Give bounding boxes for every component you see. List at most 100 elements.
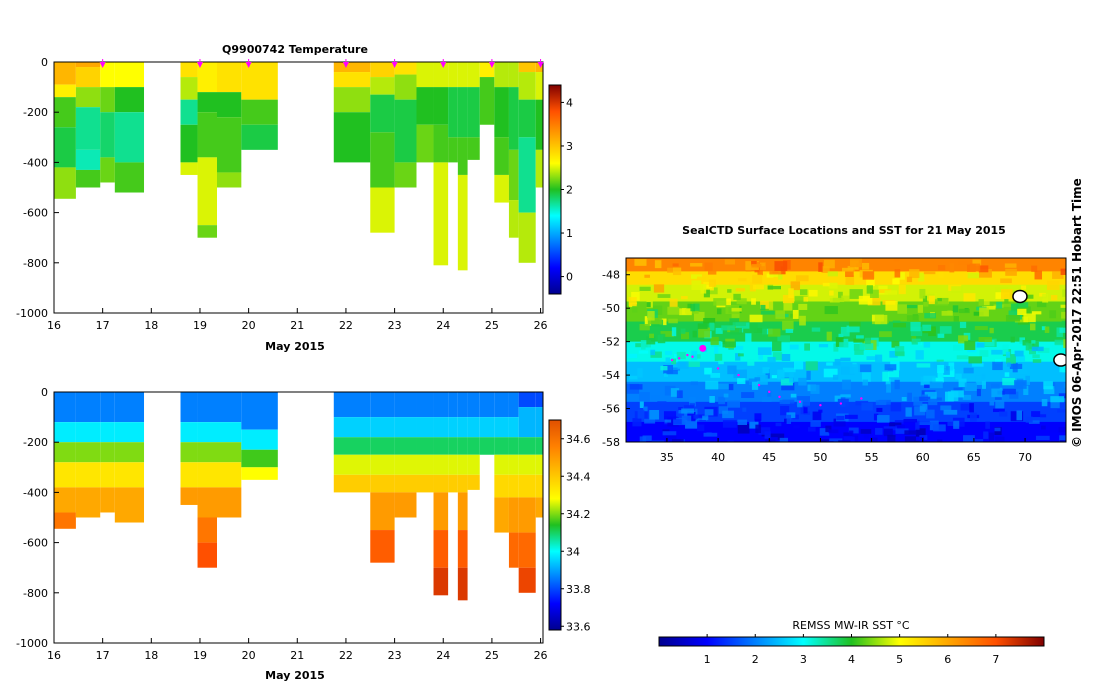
sst-patch: [1014, 380, 1027, 389]
profile-cell: [241, 392, 278, 430]
sst-patch: [937, 333, 945, 338]
sst-patch: [901, 396, 907, 402]
profile-cell: [467, 137, 480, 160]
sst-patch: [991, 387, 1003, 398]
lon-tick-label: 40: [711, 451, 725, 464]
sst-patch: [858, 295, 873, 305]
sst-patch: [1063, 383, 1066, 388]
sst-patch: [663, 373, 669, 377]
sst-patch: [670, 388, 680, 397]
profile-cell: [75, 487, 101, 518]
sst-patch: [1056, 441, 1066, 442]
sst-patch: [810, 384, 820, 394]
sst-patch: [924, 313, 936, 319]
profile-cell: [75, 67, 101, 88]
profile-cell: [479, 437, 495, 455]
sst-patch: [749, 281, 756, 292]
sst-patch: [889, 351, 898, 358]
sst-patch: [963, 367, 974, 374]
profile-cell: [75, 62, 101, 68]
sst-colorbar-tick-label: 5: [896, 653, 903, 666]
profile-cell: [370, 454, 395, 475]
profile-cell: [370, 187, 395, 233]
sst-patch: [884, 290, 897, 295]
profile-cell: [394, 62, 417, 75]
profile-marker: [391, 62, 398, 68]
sst-patch: [752, 274, 763, 284]
profile-cell: [457, 174, 468, 271]
sst-patch: [951, 286, 963, 294]
sst-patch: [735, 353, 741, 361]
sst-patch: [1043, 381, 1053, 390]
sst-patch: [1025, 416, 1033, 423]
profile-cell: [333, 72, 371, 88]
sst-patch: [940, 405, 952, 411]
sst-patch: [1062, 289, 1066, 297]
sst-patch: [1003, 388, 1016, 395]
sst-patch: [753, 284, 764, 290]
sst-patch: [639, 286, 651, 291]
sst-patch: [804, 343, 810, 351]
sst-patch: [828, 429, 839, 434]
sst-patch: [772, 352, 783, 361]
sst-patch: [750, 323, 758, 333]
profile-cell: [535, 407, 543, 438]
profile-marker: [537, 62, 544, 68]
sst-patch: [867, 297, 881, 306]
colorbar-tick-label: 34: [566, 545, 580, 558]
sst-patch: [771, 375, 777, 379]
sst-patch: [964, 382, 977, 391]
sst-patch: [985, 421, 990, 429]
sst-patch: [1022, 340, 1035, 346]
sst-patch: [1025, 343, 1033, 351]
sst-patch: [917, 342, 923, 346]
sst-patch: [1052, 344, 1064, 352]
sst-colorbar-tick-label: 2: [752, 653, 759, 666]
sst-patch: [751, 263, 762, 268]
profile-cell: [370, 77, 395, 95]
lat-tick-label: -48: [602, 269, 620, 282]
sst-patch: [663, 411, 677, 420]
profile-cell: [518, 532, 536, 568]
profile-cell: [518, 567, 536, 593]
sst-patch: [807, 427, 816, 432]
sst-patch: [696, 414, 703, 419]
track-point: [778, 395, 781, 399]
sst-patch: [1021, 285, 1027, 290]
sst-patch: [664, 419, 672, 423]
x-tick-label: 25: [485, 319, 499, 332]
profile-cell: [457, 137, 468, 175]
profile-cell: [457, 87, 468, 138]
profile-cell: [197, 422, 217, 443]
sst-patch: [860, 429, 872, 434]
sst-patch: [798, 377, 807, 386]
profile-cell: [508, 474, 519, 498]
sst-patch: [667, 306, 680, 315]
sst-patch: [727, 440, 734, 442]
sst-patch: [1004, 372, 1010, 377]
sst-patch: [969, 263, 981, 272]
profile-cell: [457, 474, 468, 493]
sst-patch: [649, 333, 654, 339]
sst-patch: [708, 279, 717, 287]
sst-patch: [861, 402, 873, 411]
sst-patch: [654, 260, 662, 269]
profile-cell: [494, 392, 509, 418]
sst-patch: [979, 350, 989, 357]
profile-cell: [508, 437, 519, 455]
x-tick-label: 24: [436, 319, 450, 332]
temperature-axes: 16 17 18 19 20 21 22 23 24 25 26 0 -200 -400 -600 -800 -…: [16, 56, 548, 332]
profile-cell: [180, 77, 198, 100]
sst-patch: [905, 407, 912, 417]
sst-patch: [958, 308, 970, 314]
profile-cell: [416, 62, 434, 88]
sst-patch: [1031, 346, 1044, 352]
profile-cell: [180, 462, 198, 488]
profile-cell: [433, 474, 449, 493]
profile-cell: [535, 72, 543, 100]
profile-cell: [370, 392, 395, 418]
sst-patch: [734, 345, 744, 350]
sst-patch: [934, 297, 949, 306]
x-tick-label: 17: [96, 319, 110, 332]
sst-patch: [696, 417, 708, 421]
